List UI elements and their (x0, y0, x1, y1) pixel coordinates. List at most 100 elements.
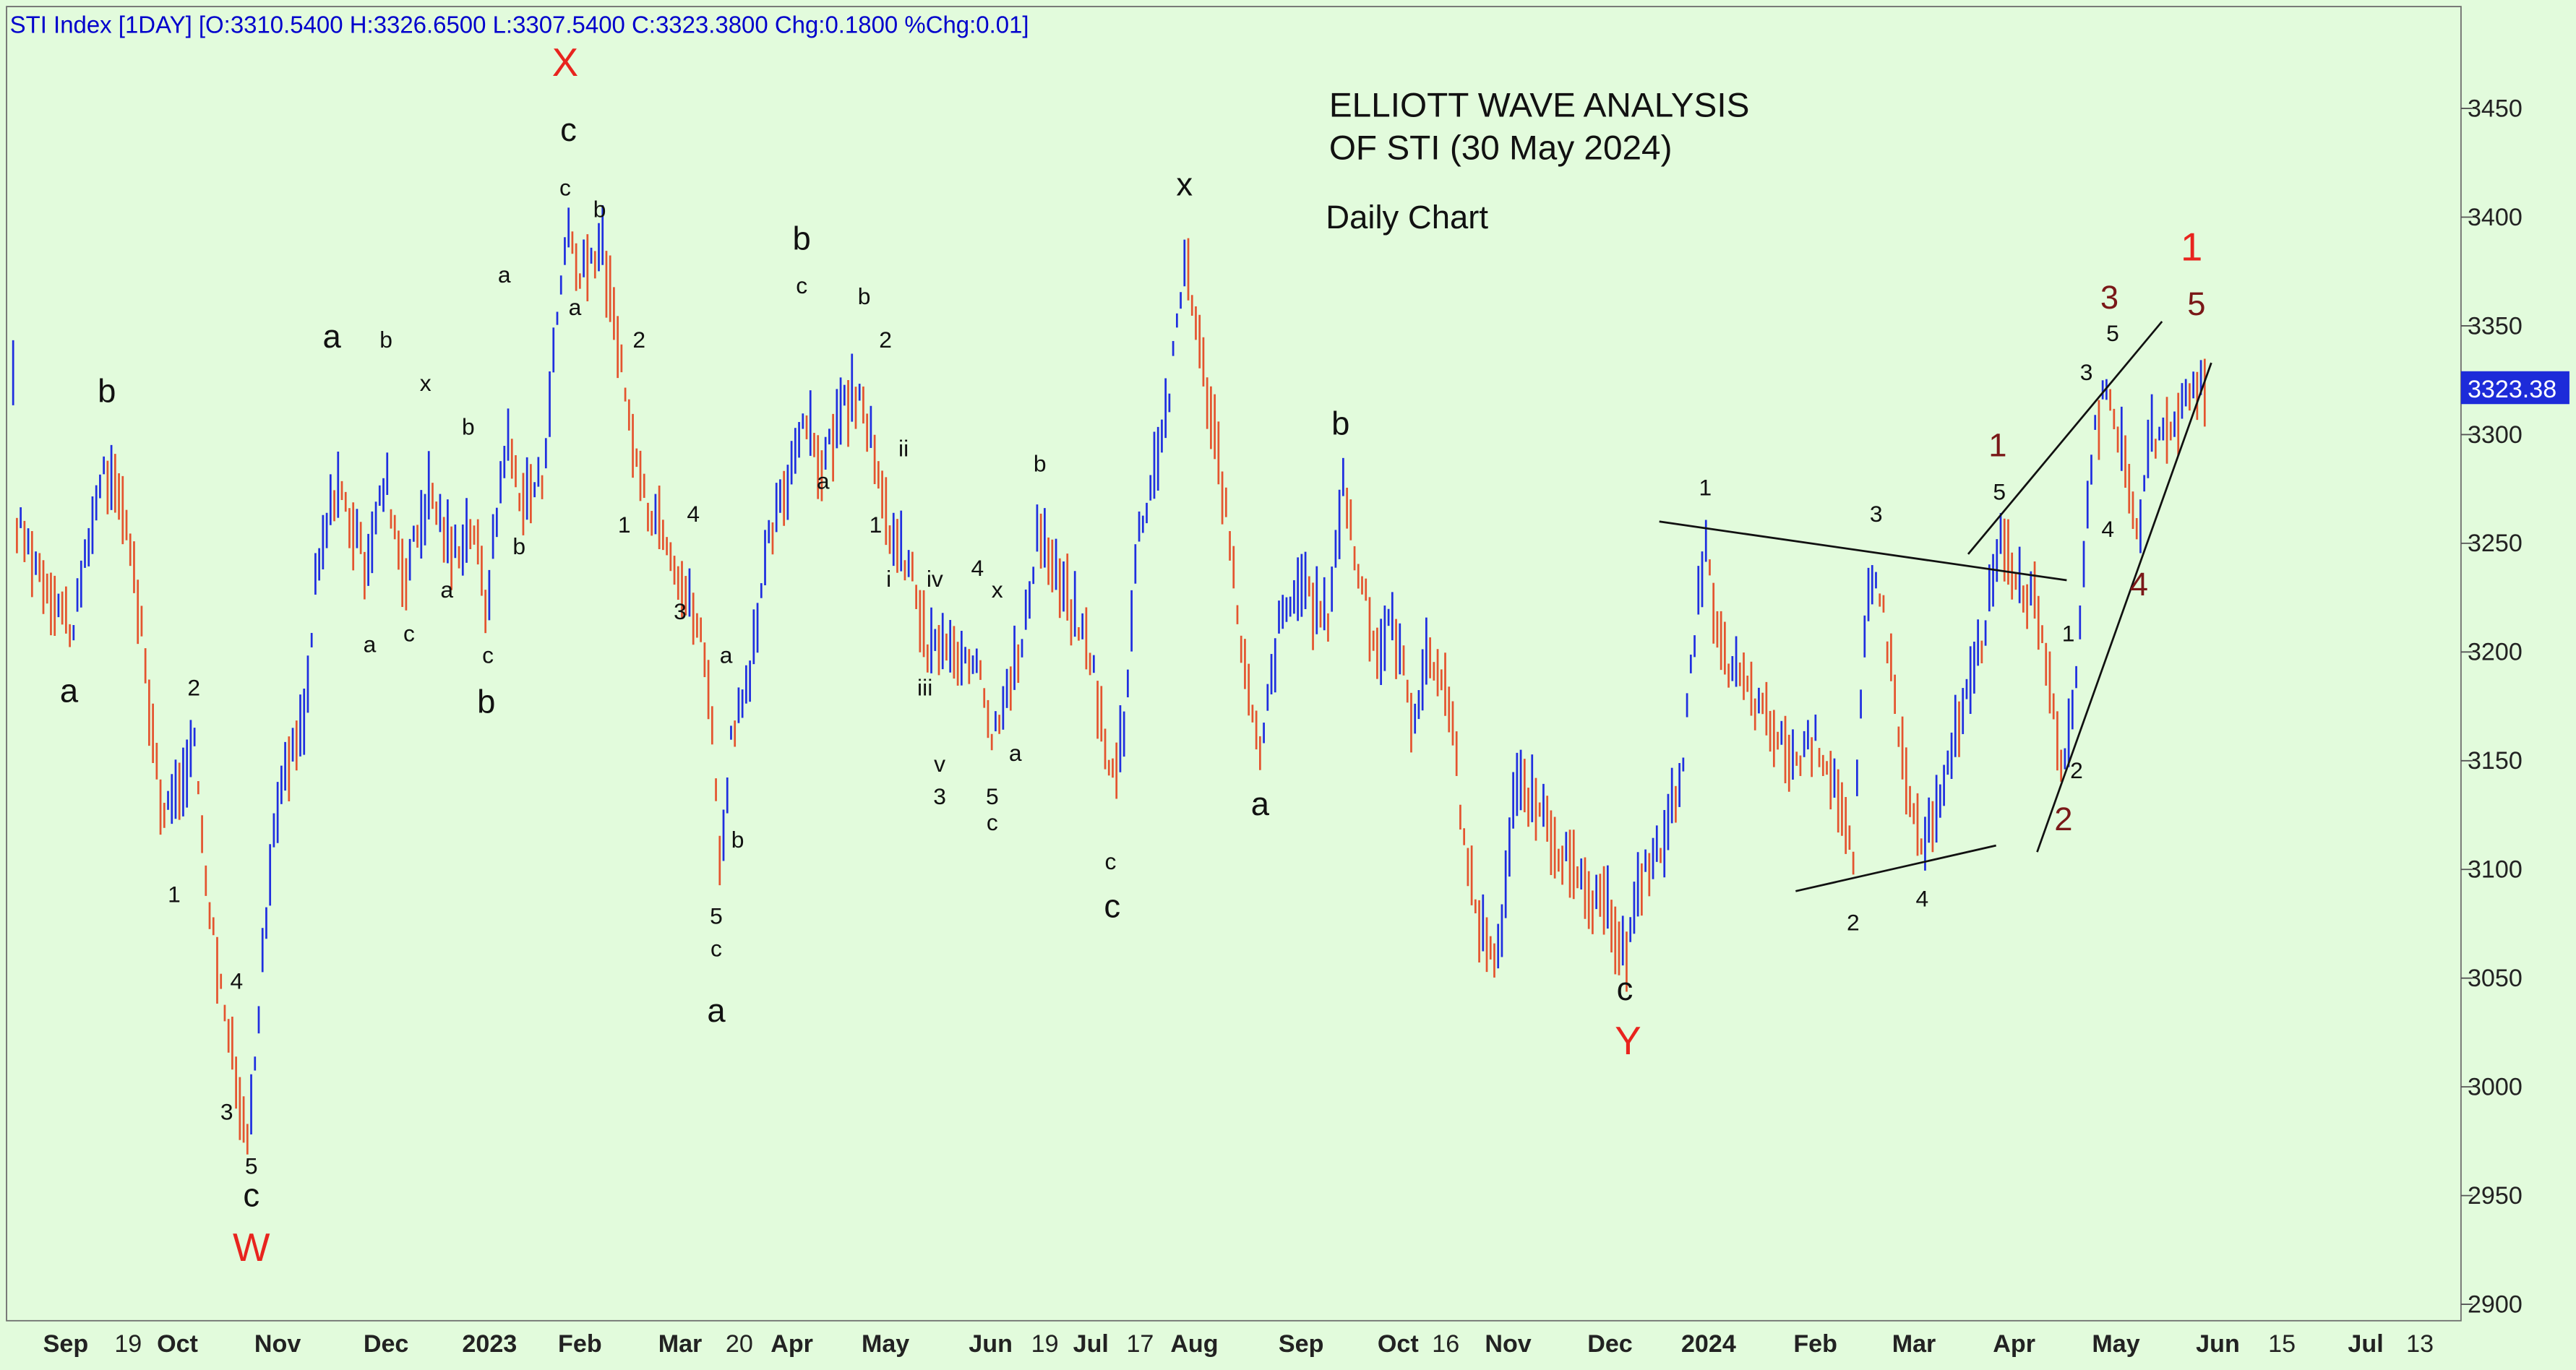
x-tick-label: Dec (364, 1330, 409, 1358)
wave-label: b (593, 196, 606, 222)
x-tick-label: Oct (1378, 1330, 1419, 1358)
wave-label: 5 (2187, 285, 2205, 322)
x-tick-label: Mar (1892, 1330, 1936, 1358)
wave-label: 1 (1988, 427, 2006, 464)
wave-label: b (379, 327, 392, 353)
wave-label: 3 (674, 598, 687, 624)
x-tick-label: 13 (2406, 1330, 2434, 1358)
wave-label: c (559, 174, 571, 200)
wave-label: a (1251, 785, 1270, 822)
wave-label: x (1176, 165, 1193, 202)
y-tick-label: 3250 (2468, 530, 2523, 557)
wave-label: W (233, 1225, 270, 1270)
x-tick-label: Sep (43, 1330, 88, 1358)
wave-label: c (1617, 970, 1633, 1007)
wave-label: 4 (1916, 885, 1929, 911)
wave-label: 5 (1993, 479, 2006, 505)
symbol-header: STI Index [1DAY] [O:3310.5400 H:3326.650… (10, 11, 1029, 38)
wave-label: 3 (220, 1098, 233, 1124)
wave-label: i (886, 566, 891, 592)
x-tick-label: Dec (1587, 1330, 1633, 1358)
x-tick-label: May (2092, 1330, 2139, 1358)
wave-label: c (987, 809, 998, 835)
y-tick-label: 3400 (2468, 204, 2523, 231)
wave-label: 3 (933, 783, 946, 809)
wave-label: a (817, 468, 830, 494)
plot-frame (6, 6, 2462, 1322)
y-tick-label: 2900 (2468, 1291, 2523, 1318)
wave-label: Y (1615, 1019, 1641, 1063)
trend-line (2036, 362, 2212, 853)
y-tick-label: 3100 (2468, 856, 2523, 884)
last-price-tag-bg (2460, 371, 2569, 405)
wave-label: a (1009, 740, 1022, 766)
wave-label: b (1034, 451, 1047, 477)
y-tick-label: 3200 (2468, 639, 2523, 666)
wave-label: c (403, 620, 415, 646)
wave-label: 2 (1847, 909, 1860, 935)
y-axis: 2900 2950 3000 3050 3100 3150 3200 3250 3300 3350… (2460, 95, 2523, 1318)
wave-label: c (710, 936, 722, 962)
x-tick-label: Oct (157, 1330, 198, 1358)
y-tick-label: 3350 (2468, 312, 2523, 340)
x-tick-label: 16 (1432, 1330, 1459, 1358)
x-tick-label: 19 (114, 1330, 142, 1358)
y-tick-label: 3150 (2468, 747, 2523, 775)
chart-title-line2: OF STI (30 May 2024) (1329, 129, 1673, 168)
wave-label: 5 (710, 902, 723, 929)
wave-label: a (720, 642, 733, 668)
wave-label: a (440, 577, 453, 603)
wave-label: x (420, 370, 432, 396)
wave-label: b (477, 684, 495, 720)
x-tick-label: Jun (2196, 1330, 2240, 1358)
trend-line (1795, 844, 1996, 892)
wave-label: 2 (632, 327, 645, 353)
wave-label: 1 (168, 881, 181, 907)
wave-label: a (322, 318, 341, 355)
wave-label: b (793, 220, 811, 257)
wave-label: 2 (2054, 801, 2072, 837)
y-tick-label: 3300 (2468, 421, 2523, 449)
x-tick-label: Apr (770, 1330, 813, 1358)
wave-label: 4 (971, 555, 984, 581)
x-tick-label: Nov (254, 1330, 301, 1358)
wave-label: 4 (2101, 516, 2114, 542)
wave-label: 2 (187, 675, 200, 701)
x-axis: Sep 19 Oct Nov Dec 2023 Feb Mar 20 Apr May Jun 19 Jul… (43, 1330, 2434, 1358)
x-tick-label: Jun (969, 1330, 1013, 1358)
x-tick-label: Feb (1793, 1330, 1837, 1358)
wave-label: v (934, 751, 945, 777)
wave-label: 4 (687, 501, 700, 527)
wave-label: 1 (2062, 620, 2075, 646)
wave-label: c (243, 1177, 259, 1214)
x-tick-label: 2024 (1681, 1330, 1736, 1358)
y-tick-label: 2950 (2468, 1182, 2523, 1210)
wave-label: x (992, 577, 1003, 603)
wave-label: 1 (618, 512, 631, 538)
wave-label: 3 (2100, 279, 2118, 316)
wave-label: 1 (870, 512, 883, 538)
wave-label: b (731, 827, 744, 853)
x-tick-label: Jul (2348, 1330, 2383, 1358)
wave-label: c (1104, 887, 1120, 924)
x-tick-label: May (862, 1330, 909, 1358)
trend-line (1659, 520, 2067, 582)
x-tick-label: Mar (658, 1330, 703, 1358)
wave-label: b (98, 372, 116, 409)
x-tick-label: Jul (1073, 1330, 1109, 1358)
wave-label: 2 (879, 327, 892, 353)
x-tick-label: 20 (726, 1330, 753, 1358)
x-tick-label: Aug (1170, 1330, 1218, 1358)
x-tick-label: 15 (2268, 1330, 2296, 1358)
chart-subtitle: Daily Chart (1326, 199, 1488, 236)
trend-line (1967, 321, 2163, 555)
trend-lines (1659, 321, 2212, 892)
wave-label: X (552, 40, 578, 85)
x-tick-label: 17 (1126, 1330, 1154, 1358)
wave-label: 1 (1699, 475, 1712, 501)
wave-label: iv (927, 566, 943, 592)
wave-label: a (569, 294, 582, 320)
wave-label: 2 (2070, 757, 2083, 783)
